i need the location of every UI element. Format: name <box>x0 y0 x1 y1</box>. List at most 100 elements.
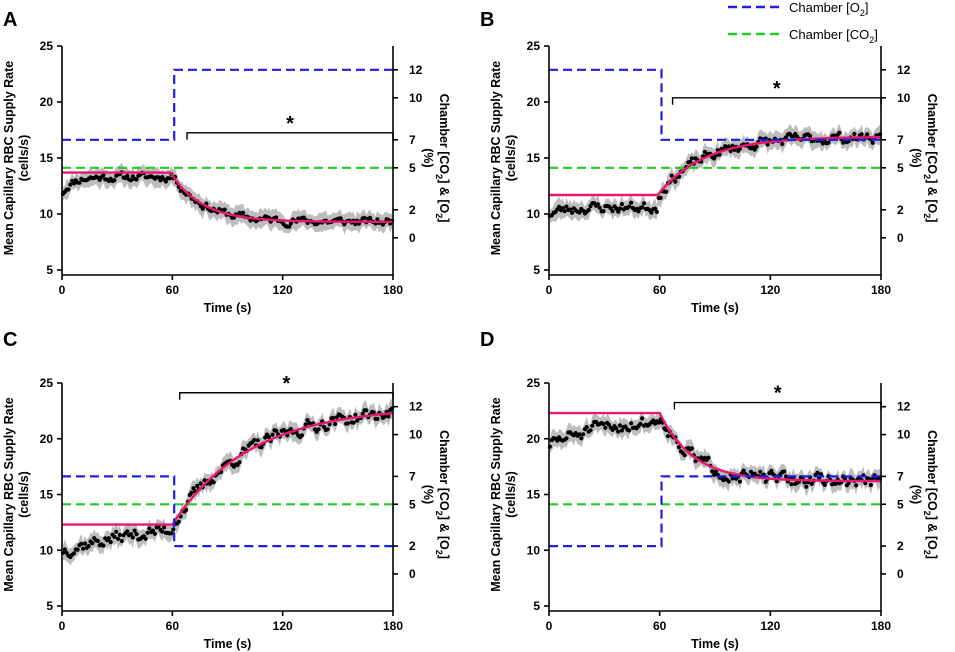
data-point <box>629 421 634 426</box>
data-point <box>71 181 77 186</box>
y-tick-label: 10 <box>527 207 541 221</box>
y-axis-label: Mean Capillary RBC Supply Rate <box>489 61 503 256</box>
data-point <box>125 173 130 178</box>
data-point <box>590 423 595 428</box>
data-point <box>128 178 134 183</box>
data-point <box>820 141 826 146</box>
x-tick-label: 120 <box>273 283 293 297</box>
o2-line <box>549 475 881 548</box>
data-point <box>82 541 88 546</box>
data-point <box>780 141 785 147</box>
data-point <box>688 159 693 164</box>
sem-band <box>549 124 881 223</box>
data-point <box>870 140 875 145</box>
data-point <box>331 415 336 420</box>
data-point <box>560 206 565 211</box>
data-point <box>641 201 647 206</box>
y2-tick-label: 0 <box>897 231 904 245</box>
data-point <box>702 149 708 155</box>
data-point <box>259 445 264 450</box>
y-tick-label: 15 <box>527 488 541 502</box>
x-tick-label: 0 <box>546 283 553 297</box>
data-point <box>143 536 148 541</box>
data-point <box>601 209 606 214</box>
data-point <box>116 536 121 541</box>
data-point <box>66 187 71 192</box>
fit-line <box>549 136 881 197</box>
y-axis-label-units: (cells/s) <box>17 135 31 182</box>
data-point <box>629 200 634 205</box>
data-point <box>351 420 356 425</box>
y-tick-label: 20 <box>40 95 54 109</box>
data-point <box>636 209 641 214</box>
y-tick-label: 10 <box>527 543 541 557</box>
data-point <box>147 526 152 531</box>
x-tick-label: 120 <box>760 283 780 297</box>
data-point <box>169 531 174 536</box>
data-point <box>274 215 279 220</box>
data-point <box>184 507 189 512</box>
data-point <box>841 140 846 145</box>
data-point <box>353 412 358 417</box>
data-point <box>371 410 376 415</box>
y-tick-label: 10 <box>40 543 54 557</box>
data-point <box>689 156 695 161</box>
legend: Chamber [O2] Chamber [CO2] <box>728 0 878 45</box>
data-point <box>706 455 711 460</box>
o2-line <box>62 475 393 548</box>
data-point <box>112 534 117 540</box>
data-point <box>658 195 663 200</box>
significance-star: * <box>773 78 781 100</box>
significance-star: * <box>282 373 290 395</box>
x-tick-label: 0 <box>59 619 66 633</box>
y2-tick-label: 0 <box>897 567 904 581</box>
data-point <box>333 421 338 427</box>
data-point <box>606 422 612 427</box>
panel-letter: B <box>480 9 494 31</box>
x-tick-label: 60 <box>166 619 180 633</box>
y-tick-label: 15 <box>40 151 54 165</box>
data-point <box>807 133 813 138</box>
data-point <box>171 527 176 532</box>
data-point <box>101 173 106 178</box>
data-point <box>586 207 591 213</box>
y-axis-label-units: (cells/s) <box>504 471 518 518</box>
data-point <box>822 482 827 487</box>
x-tick-label: 60 <box>653 283 667 297</box>
y2-tick-label: 5 <box>897 161 904 175</box>
data-point <box>623 424 628 429</box>
data-point <box>191 486 196 491</box>
data-point <box>581 432 586 437</box>
x-tick-label: 180 <box>871 619 891 633</box>
data-point <box>130 535 135 540</box>
data-point <box>255 438 260 443</box>
y-tick-label: 25 <box>40 39 54 53</box>
data-point <box>752 147 757 152</box>
data-point <box>564 436 569 441</box>
data-point <box>673 179 678 184</box>
data-point <box>640 416 645 421</box>
data-point <box>664 189 669 194</box>
y2-tick-label: 10 <box>897 91 911 105</box>
panel-letter: D <box>480 329 494 351</box>
data-point <box>627 204 632 209</box>
x-axis-label: Time (s) <box>691 637 739 651</box>
data-point <box>669 173 674 178</box>
panel-letter: C <box>3 329 17 351</box>
x-tick-label: 0 <box>546 619 553 633</box>
x-tick-label: 180 <box>383 283 403 297</box>
x-tick-label: 0 <box>59 283 66 297</box>
data-point <box>119 538 124 544</box>
data-point <box>619 202 625 207</box>
data-point <box>287 224 292 229</box>
y2-tick-label: 10 <box>897 428 911 442</box>
data-point <box>717 152 722 157</box>
axes <box>548 46 882 276</box>
data-point <box>114 529 119 534</box>
data-point <box>189 490 194 495</box>
data-point <box>616 209 621 214</box>
x-tick-label: 180 <box>383 619 403 633</box>
data-point <box>815 470 820 475</box>
